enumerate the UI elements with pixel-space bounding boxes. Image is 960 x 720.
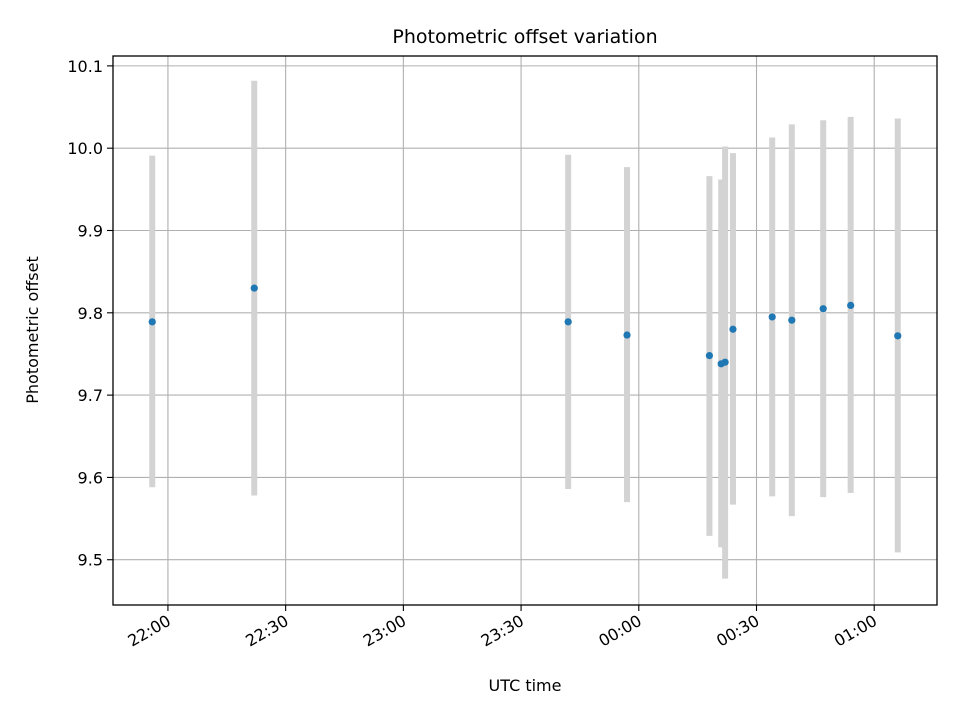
y-tick-label: 9.9 — [78, 221, 103, 240]
data-point — [768, 313, 776, 321]
data-point — [250, 284, 258, 292]
plot-frame — [112, 55, 938, 606]
chart-title: Photometric offset variation — [392, 26, 657, 48]
y-tick-label: 9.6 — [78, 468, 103, 487]
x-axis-title: UTC time — [489, 676, 562, 695]
data-point — [148, 318, 156, 326]
data-point — [788, 316, 796, 324]
data-point — [705, 352, 714, 360]
data-point — [623, 331, 631, 339]
y-tick-label: 9.8 — [78, 304, 103, 323]
y-axis-title: Photometric offset — [23, 256, 42, 404]
y-axis: 9.5 9.6 9.7 9.8 9.9 10.0 10.1 — [67, 57, 113, 570]
grid — [113, 56, 937, 605]
data-points — [148, 284, 902, 368]
data-point — [894, 332, 902, 340]
y-tick-label: 10.1 — [67, 57, 103, 76]
data-point — [721, 358, 729, 366]
data-point — [819, 305, 827, 313]
y-tick-label: 10.0 — [67, 139, 103, 158]
y-tick-label: 9.5 — [78, 551, 103, 570]
data-point — [729, 325, 737, 333]
y-tick-label: 9.7 — [78, 386, 103, 405]
data-point — [847, 301, 855, 309]
data-point — [564, 318, 572, 326]
